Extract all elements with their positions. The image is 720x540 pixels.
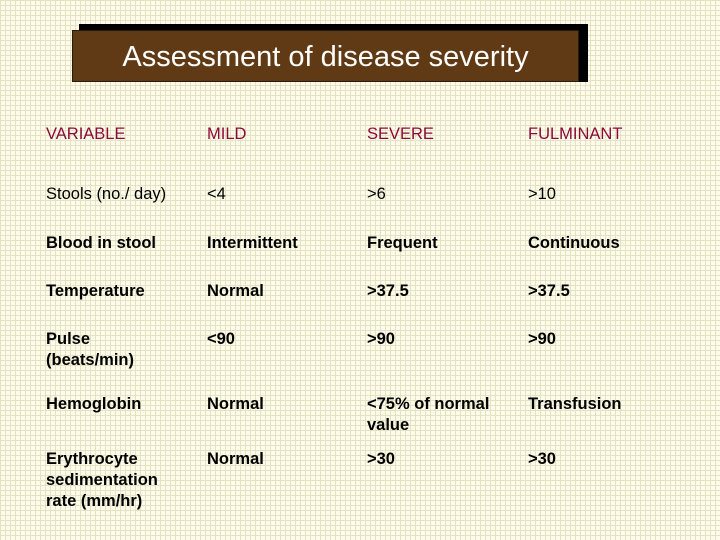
cell-temperature-fulminant: >37.5 xyxy=(528,282,570,300)
header-fulminant: FULMINANT xyxy=(528,125,623,143)
cell-hemoglobin-severe: <75% of normal value xyxy=(367,395,490,434)
cell-esr-mild: Normal xyxy=(207,450,264,468)
cell-temperature-mild: Normal xyxy=(207,282,264,300)
header-mild: MILD xyxy=(207,125,247,143)
header-severe: SEVERE xyxy=(367,125,434,143)
cell-stools-severe: >6 xyxy=(367,185,386,203)
cell-hemoglobin-mild: Normal xyxy=(207,395,264,413)
cell-hemoglobin-fulminant: Transfusion xyxy=(528,395,622,413)
cell-stools-mild: <4 xyxy=(207,185,226,203)
header-variable: VARIABLE xyxy=(46,125,126,143)
cell-pulse-mild: <90 xyxy=(207,330,235,348)
cell-blood-mild: Intermittent xyxy=(207,234,298,252)
row-label-temperature: Temperature xyxy=(46,282,145,300)
cell-pulse-severe: >90 xyxy=(367,330,395,348)
row-label-hemoglobin: Hemoglobin xyxy=(46,395,142,413)
cell-temperature-severe: >37.5 xyxy=(367,282,409,300)
row-label-pulse: Pulse (beats/min) xyxy=(46,330,135,369)
row-label-stools: Stools (no./ day) xyxy=(46,185,167,203)
cell-blood-fulminant: Continuous xyxy=(528,234,620,252)
slide-title: Assessment of disease severity xyxy=(72,30,579,82)
cell-esr-severe: >30 xyxy=(367,450,395,468)
cell-stools-fulminant: >10 xyxy=(528,185,556,203)
cell-esr-fulminant: >30 xyxy=(528,450,556,468)
row-label-blood: Blood in stool xyxy=(46,234,156,252)
cell-blood-severe: Frequent xyxy=(367,234,438,252)
row-label-esr: Erythrocyte sedimentation rate (mm/hr) xyxy=(46,450,158,510)
cell-pulse-fulminant: >90 xyxy=(528,330,556,348)
